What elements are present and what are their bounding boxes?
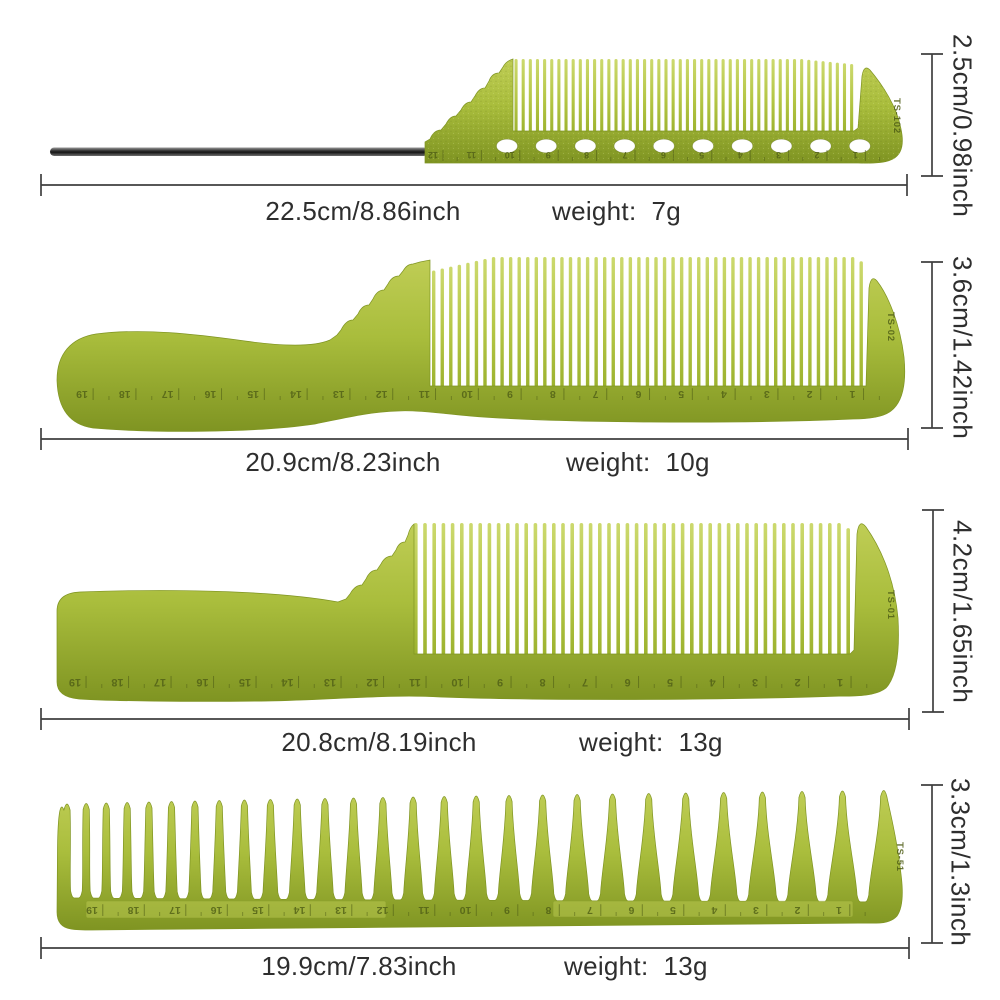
- svg-text:6: 6: [628, 904, 634, 916]
- svg-text:5: 5: [667, 676, 673, 688]
- svg-text:13: 13: [333, 388, 345, 400]
- svg-text:7: 7: [593, 388, 599, 400]
- svg-text:10: 10: [460, 904, 472, 916]
- comb4-length-label: 19.9cm/7.83inch: [261, 951, 457, 981]
- svg-text:13: 13: [335, 904, 347, 916]
- svg-text:12: 12: [366, 676, 378, 688]
- dimension-lines: [40, 53, 944, 959]
- svg-text:2: 2: [794, 904, 800, 916]
- svg-text:15: 15: [247, 388, 259, 400]
- svg-text:16: 16: [211, 904, 223, 916]
- svg-text:18: 18: [128, 904, 140, 916]
- comb1-length-label: 22.5cm/8.86inch: [265, 196, 461, 226]
- svg-text:19: 19: [76, 388, 88, 400]
- svg-text:15: 15: [239, 676, 251, 688]
- svg-text:4: 4: [709, 676, 716, 688]
- svg-text:19: 19: [86, 904, 98, 916]
- svg-text:7: 7: [622, 150, 627, 160]
- comb2-height-label: 3.6cm/1.42inch: [947, 256, 978, 440]
- svg-text:9: 9: [546, 150, 551, 160]
- svg-text:17: 17: [162, 388, 174, 400]
- svg-text:17: 17: [169, 904, 181, 916]
- svg-text:6: 6: [661, 150, 666, 160]
- comb3-length-label: 20.8cm/8.19inch: [281, 727, 477, 757]
- model-code: TS-51: [894, 842, 905, 872]
- svg-text:1: 1: [837, 676, 843, 688]
- model-code: TS-102: [891, 98, 902, 134]
- comb4-weight-label: weight: 13g: [564, 951, 708, 981]
- svg-text:3: 3: [776, 150, 781, 160]
- svg-text:12: 12: [428, 150, 438, 160]
- svg-text:16: 16: [196, 676, 208, 688]
- svg-text:18: 18: [111, 676, 123, 688]
- metal-pin-tail: [50, 147, 428, 156]
- svg-text:2: 2: [814, 150, 819, 160]
- comb3-weight-label: weight: 13g: [579, 727, 723, 757]
- svg-text:16: 16: [204, 388, 216, 400]
- comb3-height-label: 4.2cm/1.65inch: [947, 520, 978, 704]
- svg-text:19: 19: [69, 676, 81, 688]
- svg-text:1: 1: [849, 388, 855, 400]
- comb1-weight-label: weight: 7g: [552, 196, 682, 226]
- svg-text:17: 17: [154, 676, 166, 688]
- svg-text:8: 8: [584, 150, 589, 160]
- svg-text:5: 5: [699, 150, 704, 160]
- comb-2-cutting-comb: 19 18 17 16 15 14 13 12 11 10 9 8 7 6 5 4 3 2 1 TS-02: [56, 257, 906, 432]
- svg-text:6: 6: [635, 388, 641, 400]
- svg-text:14: 14: [281, 676, 294, 688]
- svg-text:3: 3: [753, 904, 759, 916]
- comb-3-clipper-comb: 19 18 17 16 15 14 13 12 11 10 9 8 7 6 5 4 3 2 1 TS-01: [56, 523, 899, 702]
- svg-text:1: 1: [836, 904, 842, 916]
- svg-text:10: 10: [461, 388, 473, 400]
- svg-text:14: 14: [294, 904, 306, 916]
- svg-text:8: 8: [550, 388, 556, 400]
- svg-text:3: 3: [752, 676, 758, 688]
- svg-text:11: 11: [419, 388, 430, 400]
- svg-text:9: 9: [504, 904, 510, 916]
- comb2-length-label: 20.9cm/8.23inch: [245, 447, 441, 477]
- svg-text:8: 8: [539, 676, 545, 688]
- svg-text:14: 14: [290, 388, 302, 400]
- model-code: TS-02: [885, 312, 896, 342]
- svg-text:11: 11: [409, 676, 421, 688]
- svg-text:7: 7: [582, 676, 588, 688]
- comb1-height-label: 2.5cm/0.98inch: [947, 34, 978, 218]
- svg-text:5: 5: [670, 904, 676, 916]
- comb2-weight-label: weight: 10g: [566, 447, 710, 477]
- svg-text:6: 6: [624, 676, 630, 688]
- model-code: TS-01: [885, 590, 896, 620]
- svg-text:8: 8: [545, 904, 551, 916]
- svg-text:2: 2: [807, 388, 813, 400]
- svg-text:4: 4: [711, 904, 717, 916]
- comb-1-pin-tail: 12 11 10 9 8 7 6 5 4 3 2 1 TS-102: [50, 58, 903, 164]
- svg-text:9: 9: [507, 388, 513, 400]
- svg-text:11: 11: [467, 150, 477, 160]
- comb4-height-label: 3.3cm/1.3inch: [945, 778, 976, 947]
- svg-text:11: 11: [418, 904, 429, 916]
- svg-text:4: 4: [721, 388, 727, 400]
- svg-text:4: 4: [738, 150, 743, 160]
- svg-text:12: 12: [377, 904, 389, 916]
- svg-text:1: 1: [853, 150, 858, 160]
- svg-text:12: 12: [376, 388, 388, 400]
- svg-text:13: 13: [324, 676, 336, 688]
- svg-text:18: 18: [119, 388, 131, 400]
- svg-text:9: 9: [497, 676, 503, 688]
- svg-text:5: 5: [678, 388, 684, 400]
- svg-text:2: 2: [794, 676, 800, 688]
- svg-text:15: 15: [252, 904, 264, 916]
- comb-4-wide-tooth-comb: 19 18 17 16 15 14 13 12 11 10 9 8 7 6 5 4 3 2 1 TS-51: [56, 790, 905, 931]
- svg-text:3: 3: [764, 388, 770, 400]
- svg-text:10: 10: [505, 150, 515, 160]
- svg-text:10: 10: [451, 676, 463, 688]
- svg-text:7: 7: [587, 904, 593, 916]
